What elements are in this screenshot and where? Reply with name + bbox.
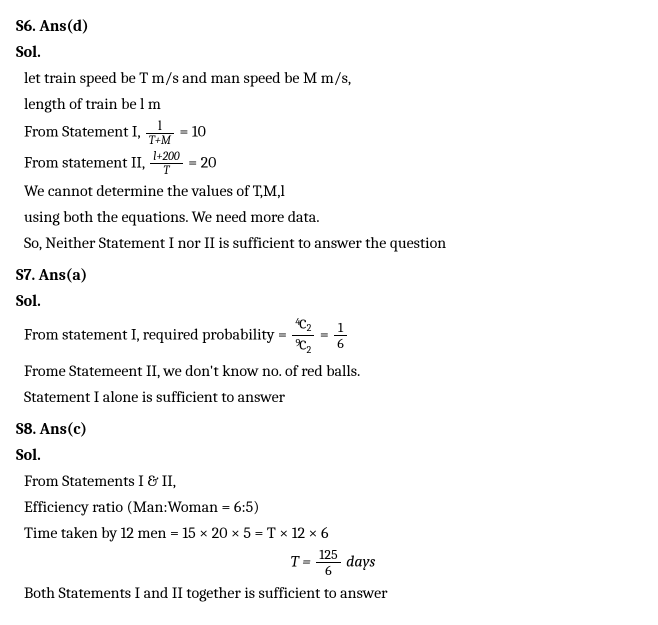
s7-f1n-sub: 2 (307, 322, 312, 334)
s8-body: From Statements I & II, Efficiency ratio… (16, 469, 642, 605)
s7-f1n-c: C (299, 316, 306, 333)
s6-frac2-num: l+200 (150, 150, 182, 164)
s7-frac2: 1 6 (334, 320, 347, 352)
s6-frac2-den: T (150, 164, 182, 177)
s7-frac1-num: 4C2 (292, 315, 314, 336)
s7-stmt1: From statement I, required probability =… (24, 315, 642, 357)
s6-sol-label: Sol. (16, 40, 642, 64)
s6-frac1-den: T+M (146, 134, 174, 147)
s6-stmt1-prefix: From Statement I, (24, 123, 144, 141)
s8-line5: Both Statements I and II together is suf… (24, 581, 642, 605)
s7-stmt1-prefix: From statement I, required probability = (24, 326, 287, 344)
s8-eq: T = 125 6 days (24, 547, 642, 579)
s8-header: S8. Ans(c) (16, 417, 642, 441)
s7-f1d-pre: 9 (295, 337, 300, 349)
s7-frac2-den: 6 (334, 336, 347, 351)
s8-eq-suffix: days (346, 552, 375, 570)
s7-f1d-c: C (299, 337, 306, 354)
s6-line7: So, Neither Statement I nor II is suffic… (24, 231, 642, 255)
s7-header: S7. Ans(a) (16, 263, 642, 287)
s8-line3: Time taken by 12 men = 15 × 20 × 5 = T ×… (24, 521, 642, 545)
s7-frac2-num: 1 (334, 320, 347, 336)
s8-eq-prefix: T = (291, 552, 315, 570)
s6-stmt2-eq: = 20 (188, 153, 216, 171)
solution-s8: S8. Ans(c) Sol. From Statements I & II, … (16, 417, 642, 605)
s7-frac1-den: 9C2 (292, 336, 314, 356)
s6-stmt2: From statement II, l+200 T = 20 (24, 150, 642, 177)
s7-mid-eq: = (320, 326, 332, 344)
s8-line1: From Statements I & II, (24, 469, 642, 493)
s8-frac: 125 6 (316, 547, 340, 579)
s6-line5: We cannot determine the values of T,M,l (24, 179, 642, 203)
s6-stmt2-prefix: From statement II, (24, 153, 148, 171)
s7-line2: Frome Statemeent II, we don't know no. o… (24, 359, 642, 383)
s6-body: let train speed be T m/s and man speed b… (16, 66, 642, 255)
s8-line2: Efficiency ratio (Man:Woman = 6:5) (24, 495, 642, 519)
s7-line3: Statement I alone is sufficient to answe… (24, 385, 642, 409)
s7-f1n-pre: 4 (295, 316, 300, 328)
s7-body: From statement I, required probability =… (16, 315, 642, 409)
s8-frac-den: 6 (316, 563, 340, 578)
s6-frac1: l T+M (146, 118, 174, 148)
s7-f1d-sub: 2 (307, 344, 312, 356)
s6-line2: length of train be l m (24, 92, 642, 116)
s6-line6: using both the equations. We need more d… (24, 205, 642, 229)
s6-stmt1: From Statement I, l T+M = 10 (24, 118, 642, 148)
s8-sol-label: Sol. (16, 443, 642, 467)
solution-s7: S7. Ans(a) Sol. From statement I, requir… (16, 263, 642, 409)
s6-frac1-num: l (146, 118, 174, 134)
solution-s6: S6. Ans(d) Sol. let train speed be T m/s… (16, 14, 642, 255)
s6-frac2: l+200 T (150, 150, 182, 177)
s6-header: S6. Ans(d) (16, 14, 642, 38)
s6-line1: let train speed be T m/s and man speed b… (24, 66, 642, 90)
s7-sol-label: Sol. (16, 289, 642, 313)
s7-frac1: 4C2 9C2 (292, 315, 314, 357)
s8-frac-num: 125 (316, 547, 340, 563)
s6-stmt1-eq: = 10 (179, 123, 205, 141)
